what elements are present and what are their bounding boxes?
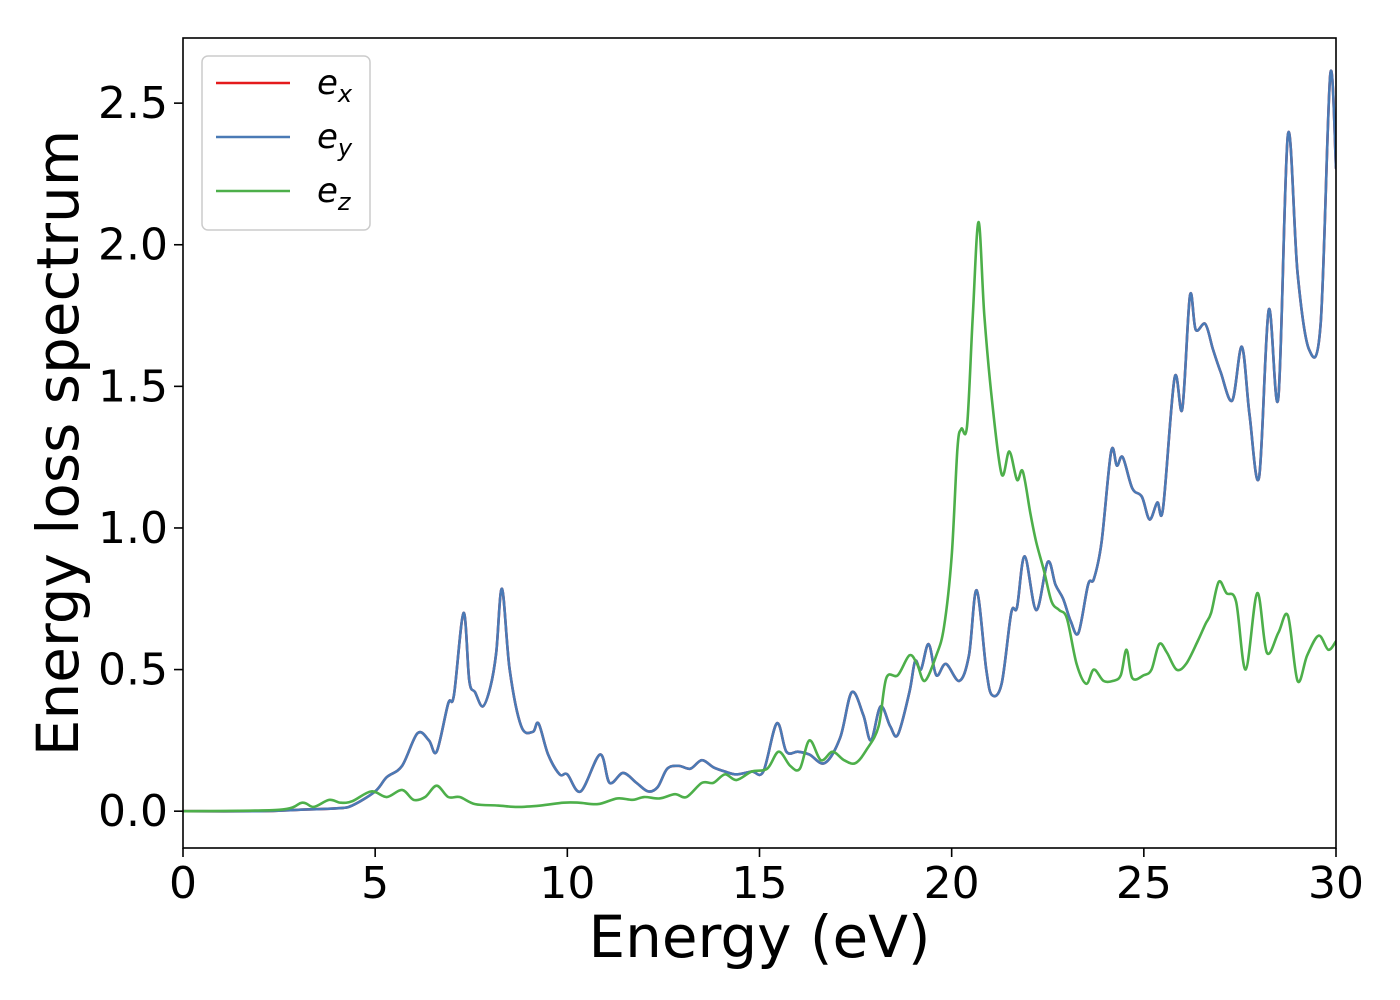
x-axis-label: Energy (eV) [588,903,930,971]
x-tick-label: 10 [539,858,595,909]
legend-label-y: ey [317,117,353,162]
x-axis: 0 5 10 15 20 25 30 [169,848,1364,909]
legend-frame [201,55,371,231]
y-tick-label: 1.5 [98,361,168,412]
series-line-z [183,220,1336,813]
y-axis: 0.0 0.5 1.0 1.5 2.0 2.5 [98,78,183,837]
x-tick-label: 25 [1116,858,1172,909]
x-tick-label: 20 [924,858,980,909]
x-tick-label: 5 [361,858,389,909]
y-axis-label: Energy loss spectrum [24,130,92,756]
y-tick-label: 0.5 [98,645,168,696]
y-tick-label: 2.5 [98,78,168,129]
y-tick-label: 2.0 [98,220,168,271]
series-line-y [183,69,1336,813]
x-tick-label: 30 [1308,858,1364,909]
legend-label-z: ez [317,171,352,216]
x-tick-label: 0 [169,858,197,909]
y-tick-label: 0.0 [98,786,168,837]
y-tick-label: 1.0 [98,503,168,554]
legend: ex ey ez [201,55,371,231]
x-tick-label: 15 [732,858,788,909]
legend-label-x: ex [317,63,353,108]
series-layer [183,69,1336,813]
